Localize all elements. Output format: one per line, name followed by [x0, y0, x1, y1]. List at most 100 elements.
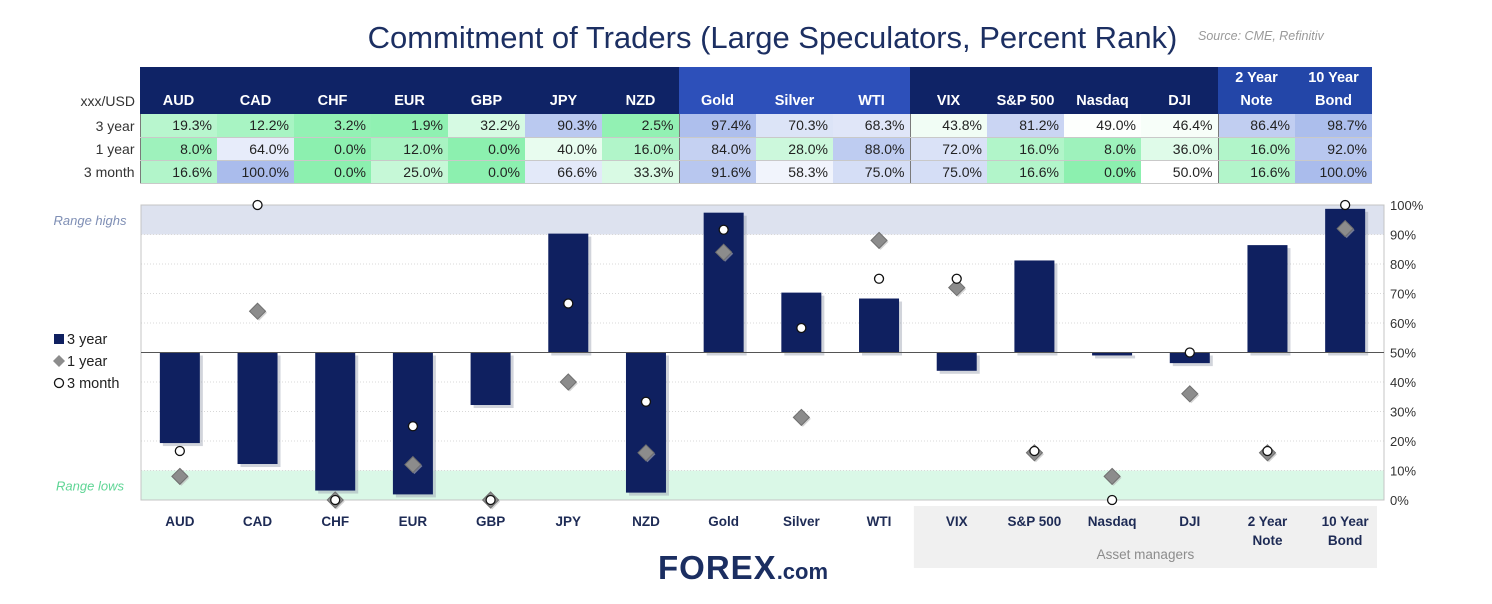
bar-3-year: [1247, 245, 1288, 353]
column-header-line: VIX: [936, 93, 961, 109]
x-tick-label: JPY: [556, 514, 582, 529]
table-cell: 28.0%: [756, 137, 833, 161]
table-cell: 8.0%: [1064, 137, 1141, 161]
x-tick-label: Gold: [708, 514, 739, 529]
marker-1-year: [248, 302, 267, 320]
table-row: 1 year 8.0% 64.0% 0.0% 12.0% 0.0% 40.0% 16.0% 84…: [68, 137, 1372, 161]
x-tick-label: NZD: [632, 514, 660, 529]
bar-3-year: [1014, 260, 1055, 353]
marker-3-month: [252, 199, 263, 211]
table-cell: 12.2%: [217, 114, 294, 138]
table-row: 3 year 19.3% 12.2% 3.2% 1.9% 32.2% 90.3% 2.5% 97…: [68, 114, 1372, 138]
table-cell: 33.3%: [602, 160, 679, 184]
column-header-line: S&P 500: [996, 93, 1055, 109]
column-header-line: WTI: [858, 93, 885, 109]
table-cell: 70.3%: [756, 114, 833, 138]
table-cell: 3.2%: [294, 114, 371, 138]
table-cell: 0.0%: [448, 160, 525, 184]
table-cell: 75.0%: [909, 160, 987, 184]
x-tick-label: CHF: [321, 514, 349, 529]
legend-label: 3 month: [67, 376, 119, 392]
column-header-line: Bond: [1314, 93, 1353, 109]
marker-1-year: [559, 373, 577, 391]
bar-3-year: [470, 352, 511, 406]
column-header-aud: AUD: [140, 67, 217, 114]
column-header-line: Silver: [774, 93, 815, 109]
table-cell: 43.8%: [909, 114, 987, 138]
legend-swatch-1-year: [53, 355, 65, 367]
table-cell: 0.0%: [1064, 160, 1141, 184]
y-tick-label: 60%: [1390, 316, 1416, 331]
marker-3-month: [951, 273, 962, 284]
x-tick-label: VIX: [946, 514, 968, 529]
column-header-line: GBP: [470, 93, 503, 109]
marker-1-year: [1336, 219, 1354, 238]
x-tick-label: Bond: [1328, 533, 1363, 548]
x-tick-label: EUR: [399, 514, 428, 529]
row-label: 1 year: [95, 140, 135, 157]
column-header-line: AUD: [162, 93, 195, 109]
marker-1-year: [171, 467, 189, 486]
column-header-line: EUR: [394, 93, 425, 109]
y-tick-label: 100%: [1390, 198, 1424, 213]
table-cell: 75.0%: [833, 160, 910, 184]
marker-1-year: [714, 243, 733, 261]
x-tick-label: Silver: [783, 514, 821, 529]
column-header-note: 2 Year Note: [1218, 67, 1295, 114]
bar-3-year: [859, 298, 900, 353]
table-cell: 72.0%: [909, 137, 987, 161]
row-label: 3 year: [95, 117, 135, 134]
column-header-line: 10 Year: [1308, 70, 1359, 86]
column-header-line: CAD: [239, 93, 272, 109]
table-cell: 49.0%: [1064, 114, 1141, 138]
column-header-line: JPY: [549, 93, 578, 109]
x-tick-label: S&P 500: [1008, 514, 1062, 529]
chart-title: Commitment of Traders (Large Speculators…: [367, 20, 1178, 55]
table-cell: 0.0%: [448, 137, 525, 161]
legend-swatch-3-year: [54, 334, 64, 344]
bar-3-year: [159, 352, 200, 444]
source-note: Source: CME, Refinitiv: [1198, 29, 1324, 43]
bar-3-year: [703, 212, 744, 353]
column-header-gold: Gold: [679, 67, 756, 114]
y-tick-label: 80%: [1390, 257, 1416, 272]
table-cell: 100.0%: [217, 160, 294, 184]
y-tick-label: 70%: [1390, 287, 1416, 302]
column-header-cad: CAD: [217, 67, 294, 114]
marker-3-month: [174, 445, 185, 457]
x-tick-label: GBP: [476, 514, 505, 529]
y-tick-label: 10%: [1390, 464, 1416, 479]
x-tick-label: 2 Year: [1248, 514, 1288, 529]
bar-3-year: [781, 292, 822, 353]
column-header-dji: DJI: [1141, 67, 1218, 114]
marker-3-month: [1029, 445, 1040, 457]
y-tick-label: 0%: [1390, 493, 1409, 508]
bar-3-year: [625, 352, 666, 493]
asset-managers-label: Asset managers: [1097, 547, 1195, 562]
marker-3-month: [718, 224, 729, 235]
bar-3-year: [237, 352, 278, 465]
table-cell: 19.3%: [139, 114, 217, 138]
bar-shadow: [1095, 355, 1136, 359]
percent-rank-table: xxx/USD AUD CAD CHF EUR GBP JPY NZD Gold Silver WT…: [68, 67, 1372, 184]
table-cell: 0.0%: [294, 160, 371, 184]
percent-rank-chart: Range highs Range lows 0% 10% 20% 30% 40% 50% 60…: [53, 198, 1424, 568]
table-cell: 40.0%: [525, 137, 602, 161]
bar-3-year: [936, 352, 977, 371]
logo-suffix: .com: [776, 559, 829, 584]
bar-3-year: [1169, 352, 1210, 364]
column-header-bond: 10 Year Bond: [1295, 67, 1372, 114]
marker-1-year: [948, 278, 966, 297]
table-cell: 92.0%: [1295, 137, 1372, 161]
range-lows-label: Range lows: [56, 478, 124, 493]
table-cell: 66.6%: [525, 160, 602, 184]
column-header-s-p-500: S&P 500: [987, 67, 1064, 114]
marker-3-month: [1262, 445, 1273, 457]
marker-1-year: [1103, 467, 1121, 486]
table-corner-label: xxx/USD: [68, 67, 140, 114]
table-cell: 91.6%: [678, 160, 756, 184]
marker-1-year: [792, 408, 811, 427]
asset-managers-box: [913, 506, 1377, 568]
column-header-vix: VIX: [910, 67, 987, 114]
marker-1-year: [637, 444, 655, 462]
